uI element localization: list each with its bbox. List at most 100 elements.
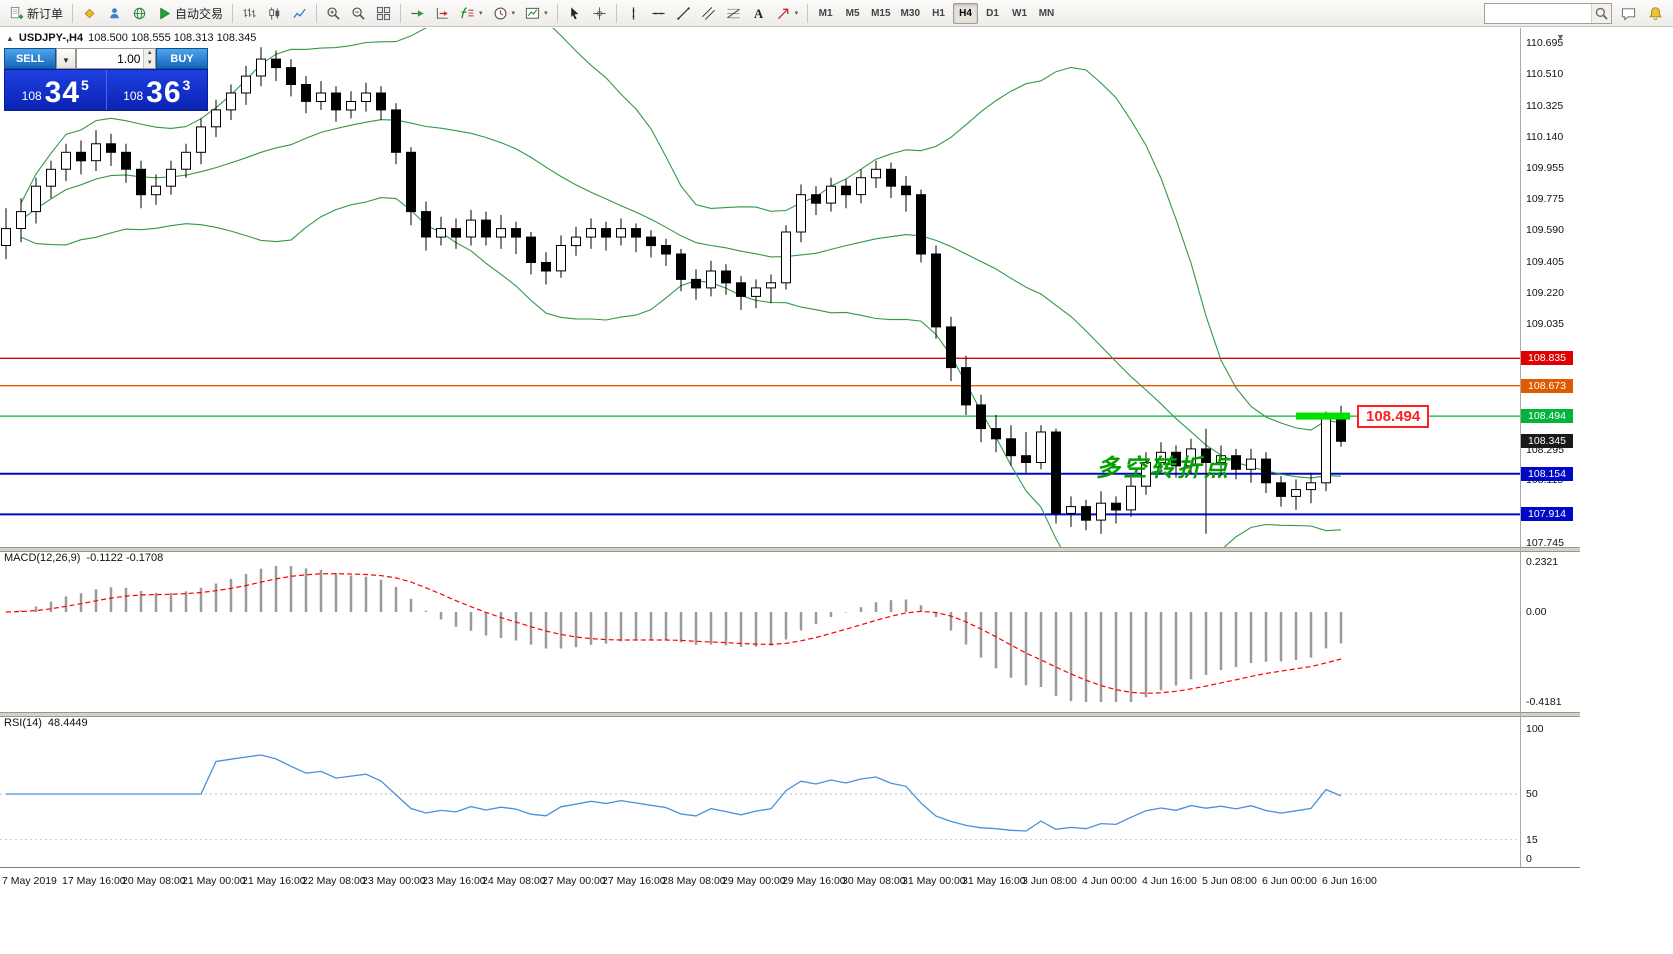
rsi-pane[interactable] <box>0 715 1580 867</box>
time-axis-label: 31 May 16:00 <box>962 875 1026 887</box>
zoom-out-button[interactable] <box>347 2 370 25</box>
profile-button[interactable] <box>103 2 126 25</box>
candle-body-bear <box>1276 482 1286 497</box>
candle-body-bear <box>691 278 701 289</box>
tile-windows-button[interactable] <box>372 2 395 25</box>
chart-annotation-text[interactable]: 多空转折点 <box>1096 455 1231 482</box>
channel-button[interactable] <box>697 2 720 25</box>
sell-button[interactable]: SELL <box>4 48 56 69</box>
search-input[interactable] <box>1485 5 1591 21</box>
autotrade-button[interactable]: 自动交易 <box>153 2 227 25</box>
toolbar-separator <box>232 3 234 23</box>
new-order-button[interactable]: 新订单 <box>5 2 67 25</box>
price-axis-tick: 109.035 <box>1526 318 1564 331</box>
spin-down-icon[interactable]: ▼ <box>144 58 155 68</box>
candles-chart-button[interactable] <box>263 2 286 25</box>
bars-chart-button[interactable] <box>238 2 261 25</box>
timeframe-h4-button[interactable]: H4 <box>953 2 978 24</box>
chart-shift-button[interactable] <box>431 2 454 25</box>
cursor-button[interactable] <box>563 2 586 25</box>
macd-pane[interactable] <box>0 550 1580 712</box>
community-button[interactable] <box>128 2 151 25</box>
candle-body-bull <box>46 168 56 187</box>
ask-price[interactable]: 108 36 3 <box>107 70 208 110</box>
arrows-button[interactable]: ▾ <box>772 2 803 25</box>
time-axis[interactable]: 7 May 2019 17 May 16:00 20 May 08:00 21 May… <box>0 867 1580 895</box>
pane-separator[interactable] <box>0 712 1580 717</box>
timeframe-m15-button[interactable]: M15 <box>867 3 894 24</box>
trendline-button[interactable] <box>672 2 695 25</box>
timeframe-h1-button[interactable]: H1 <box>926 3 951 24</box>
autotrade-button-label: 自动交易 <box>175 6 224 21</box>
candle-body-bear <box>976 404 986 430</box>
macd-values: -0.1122 -0.1708 <box>86 552 164 564</box>
candle-body-bear <box>841 185 851 196</box>
price-axis-tick: 109.775 <box>1526 192 1564 205</box>
bid-prefix: 108 <box>21 89 42 103</box>
timeframe-w1-button[interactable]: W1 <box>1007 3 1032 24</box>
chat-button[interactable] <box>1617 2 1639 24</box>
price-axis-tick: 107.745 <box>1526 537 1564 549</box>
time-axis-label: 6 Jun 16:00 <box>1322 875 1377 887</box>
price-chart-canvas[interactable] <box>0 28 1580 547</box>
buy-button[interactable]: BUY <box>156 48 208 69</box>
timeframe-m1-button[interactable]: M1 <box>813 3 838 24</box>
candle-body-bear <box>991 428 1001 440</box>
price-callout-label[interactable]: 108.494 <box>1357 405 1430 429</box>
candle-body-bear <box>916 194 926 255</box>
time-axis-label: 20 May 08:00 <box>122 875 186 887</box>
candle-body-bull <box>181 151 191 170</box>
market-button[interactable] <box>78 2 101 25</box>
chart-menu-caret-icon[interactable]: ▼ <box>1556 32 1565 42</box>
candle-body-bear <box>406 151 416 213</box>
templates-button[interactable]: ▾ <box>521 2 552 25</box>
timeframe-mn-button[interactable]: MN <box>1034 3 1059 24</box>
macd-signal-line <box>5 573 1342 694</box>
fibonacci-button[interactable] <box>722 2 745 25</box>
toolbar-buttons: 新订单 自动交易 ▾ ▾ ▾ A ▾ <box>4 0 812 26</box>
candle-body-bull <box>241 75 251 94</box>
time-axis-label: 5 Jun 08:00 <box>1202 875 1257 887</box>
pane-separator[interactable] <box>0 547 1580 552</box>
periods-button[interactable]: ▾ <box>489 2 520 25</box>
candle-body-bull <box>91 143 101 162</box>
timeframe-m5-button[interactable]: M5 <box>840 3 865 24</box>
time-axis-label: 31 May 00:00 <box>902 875 966 887</box>
rsi-line <box>6 754 1342 832</box>
candle-body-bull <box>871 168 881 179</box>
text-button[interactable]: A <box>747 2 770 25</box>
profile-icon <box>107 6 122 21</box>
highlight-bar[interactable] <box>1296 412 1350 420</box>
zoom-in-button[interactable] <box>322 2 345 25</box>
vertical-line-button[interactable] <box>622 2 645 25</box>
candle-body-bear <box>511 228 521 238</box>
volume-input[interactable] <box>77 49 144 68</box>
zoom-in-icon <box>326 6 341 21</box>
toolbar-separator <box>316 3 318 23</box>
alerts-button[interactable] <box>1644 2 1666 24</box>
auto-scroll-button[interactable] <box>406 2 429 25</box>
price-display-row: 108 34 5 108 36 3 <box>4 69 208 111</box>
timeframe-d1-button[interactable]: D1 <box>980 3 1005 24</box>
bid-sup: 5 <box>81 77 89 93</box>
cursor-icon <box>567 6 582 21</box>
time-axis-label: 22 May 08:00 <box>302 875 366 887</box>
rsi-axis-tick: 15 <box>1526 833 1538 846</box>
candle-body-bear <box>481 219 491 238</box>
ask-main: 36 <box>146 76 182 109</box>
price-axis-tick: 109.955 <box>1526 162 1564 175</box>
search-button[interactable] <box>1591 3 1611 23</box>
zoom-out-icon <box>351 6 366 21</box>
timeframe-m30-button[interactable]: M30 <box>897 3 924 24</box>
candle-body-bull <box>1306 482 1316 491</box>
macd-axis-tick: 0.00 <box>1526 606 1547 618</box>
candle-body-bull <box>1246 458 1256 470</box>
order-type-dropdown[interactable]: ▼ <box>56 48 76 69</box>
spin-up-icon[interactable]: ▲ <box>144 49 155 59</box>
horizontal-line-button[interactable] <box>647 2 670 25</box>
line-chart-button[interactable] <box>288 2 311 25</box>
bid-price[interactable]: 108 34 5 <box>5 70 106 110</box>
candle-body-bear <box>721 270 731 284</box>
indicators-button[interactable]: ▾ <box>456 2 487 25</box>
crosshair-button[interactable] <box>588 2 611 25</box>
